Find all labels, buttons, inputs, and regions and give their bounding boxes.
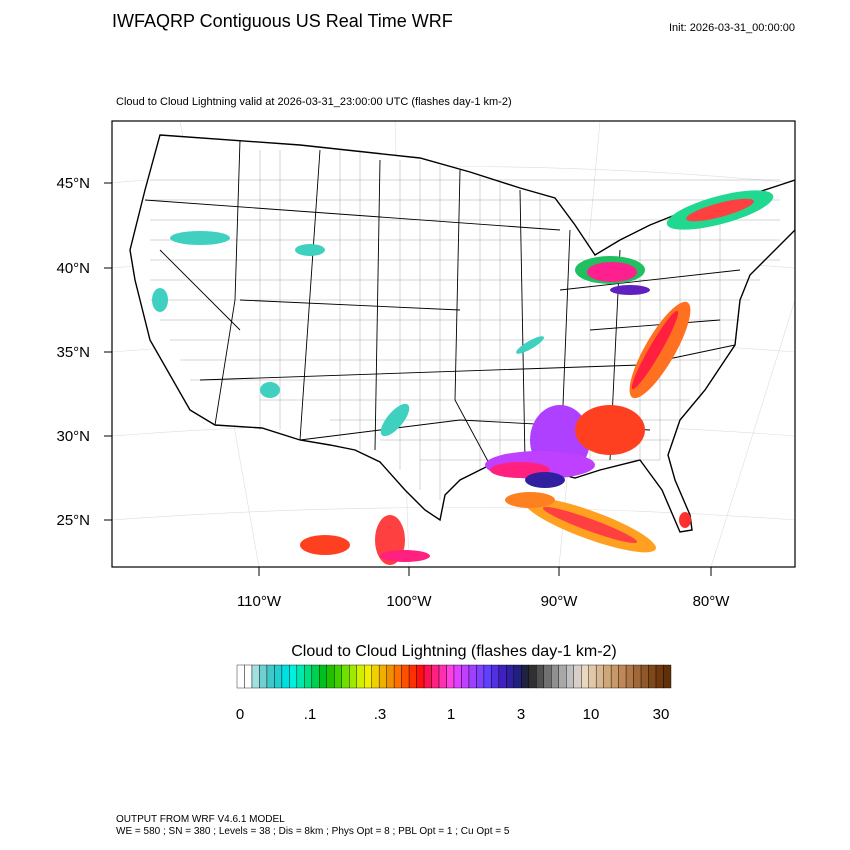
colorbar-swatch xyxy=(543,664,552,689)
colorbar-swatch xyxy=(296,664,305,689)
colorbar-swatch xyxy=(326,664,335,689)
colorbar-swatch xyxy=(498,664,507,689)
colorbar-swatch xyxy=(393,664,402,689)
colorbar-swatch xyxy=(566,664,574,689)
colorbar-swatch xyxy=(513,664,522,689)
colorbar-swatch xyxy=(281,664,290,689)
colorbar-swatch xyxy=(289,664,298,689)
colorbar-swatch xyxy=(461,664,470,689)
colorbar-swatch xyxy=(311,664,320,689)
colorbar-swatch xyxy=(618,664,627,689)
colorbar-label: 0 xyxy=(236,706,244,723)
title: IWFAQRP Contiguous US Real Time WRF xyxy=(112,11,453,31)
colorbar-swatch xyxy=(536,664,544,689)
colorbar-label: 10 xyxy=(583,706,600,723)
colorbar-label: 3 xyxy=(517,706,525,723)
colorbar-label: 1 xyxy=(447,706,455,723)
colorbar-label: .1 xyxy=(304,706,317,723)
axis-labels: 45°N 40°N 35°N 30°N 25°N 110°W 100°W 90°W 80°W xyxy=(56,175,730,610)
colorbar-swatch xyxy=(558,664,567,689)
colorbar-swatch xyxy=(468,664,477,689)
lon-label: 100°W xyxy=(386,593,432,610)
colorbar-swatch xyxy=(341,664,350,689)
colorbar-swatch xyxy=(655,664,664,689)
colorbar-swatch xyxy=(236,664,245,689)
colorbar-swatch xyxy=(603,664,612,689)
colorbar-swatch xyxy=(401,664,410,689)
colorbar-swatch xyxy=(251,664,260,689)
colorbar-swatch xyxy=(663,664,672,689)
map-content xyxy=(112,121,795,567)
lon-label: 90°W xyxy=(541,593,579,610)
colorbar-swatch xyxy=(595,664,604,689)
colorbar-swatch xyxy=(364,664,372,689)
colorbar-label: 30 xyxy=(653,706,670,723)
lat-label: 40°N xyxy=(56,260,90,277)
colorbar-swatch xyxy=(453,664,462,689)
colorbar-title: Cloud to Cloud Lightning (flashes day-1 … xyxy=(291,643,617,660)
map: 45°N 40°N 35°N 30°N 25°N 110°W 100°W 90°W 80°W xyxy=(56,120,796,610)
map-subtitle: Cloud to Cloud Lightning valid at 2026-0… xyxy=(116,96,512,108)
colorbar-swatch xyxy=(521,664,530,689)
lat-label: 35°N xyxy=(56,344,90,361)
colorbar-swatch xyxy=(610,664,619,689)
colorbar-swatch xyxy=(416,664,425,689)
colorbar-swatch xyxy=(356,664,365,689)
colorbar-swatch xyxy=(371,664,380,689)
footer-line: OUTPUT FROM WRF V4.6.1 MODEL xyxy=(116,814,285,825)
colorbar-swatch xyxy=(506,664,515,689)
colorbar-swatch xyxy=(648,664,657,689)
colorbar-swatch xyxy=(349,664,357,689)
colorbar-swatch xyxy=(625,664,634,689)
map-frame xyxy=(111,120,796,568)
colorbar-swatch xyxy=(386,664,395,689)
colorbar-swatch xyxy=(408,664,417,689)
colorbar-swatch xyxy=(319,664,327,689)
colorbar-swatch xyxy=(551,664,559,689)
init-time: Init: 2026-03-31_00:00:00 xyxy=(669,22,795,34)
colorbar-swatch xyxy=(304,664,313,689)
colorbar-swatch xyxy=(640,664,649,689)
colorbar: 0 .1 .3 1 3 10 30 xyxy=(236,664,672,723)
colorbar-swatch xyxy=(528,664,537,689)
colorbar-swatch xyxy=(274,664,283,689)
colorbar-swatch xyxy=(446,664,455,689)
lightning-field xyxy=(152,190,774,565)
colorbar-swatch xyxy=(483,664,492,689)
colorbar-swatch xyxy=(581,664,589,689)
colorbar-swatch xyxy=(378,664,387,689)
colorbar-label: .3 xyxy=(374,706,387,723)
lon-label: 80°W xyxy=(693,593,731,610)
colorbar-swatch xyxy=(588,664,597,689)
colorbar-swatch xyxy=(476,664,485,689)
lon-label: 110°W xyxy=(237,593,282,610)
lat-label: 30°N xyxy=(56,428,90,445)
state-lines xyxy=(144,139,741,481)
colorbar-swatch xyxy=(438,664,447,689)
colorbar-swatch xyxy=(334,664,342,689)
colorbar-swatch xyxy=(266,664,275,689)
colorbar-swatch xyxy=(431,664,440,689)
colorbar-swatch xyxy=(259,664,268,689)
lat-label: 45°N xyxy=(56,175,90,192)
colorbar-swatch xyxy=(633,664,642,689)
lat-label: 25°N xyxy=(56,512,90,529)
colorbar-swatch xyxy=(423,664,432,689)
colorbar-swatch xyxy=(244,664,253,689)
footer-line: WE = 580 ; SN = 380 ; Levels = 38 ; Dis … xyxy=(116,826,510,837)
colorbar-swatch xyxy=(491,664,500,689)
county-lines xyxy=(150,150,780,500)
colorbar-swatch xyxy=(573,664,582,689)
